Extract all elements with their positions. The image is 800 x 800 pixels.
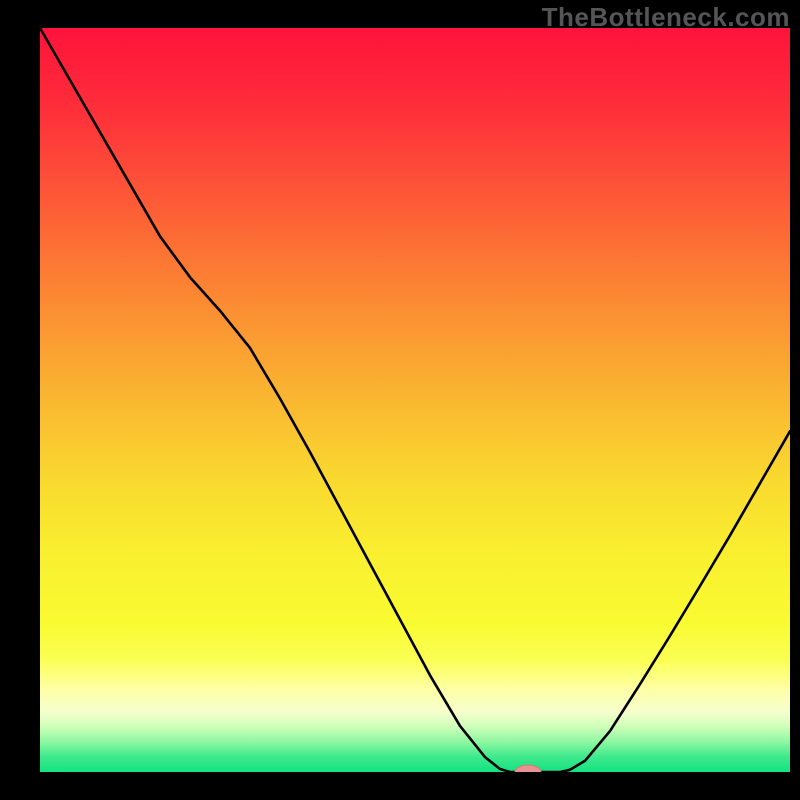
frame-right <box>790 0 800 800</box>
watermark-text: TheBottleneck.com <box>542 2 790 33</box>
frame-left <box>0 0 40 800</box>
plot-background <box>40 28 790 772</box>
frame-bottom <box>0 772 800 800</box>
chart-svg <box>0 0 800 800</box>
chart-frame: TheBottleneck.com <box>0 0 800 800</box>
